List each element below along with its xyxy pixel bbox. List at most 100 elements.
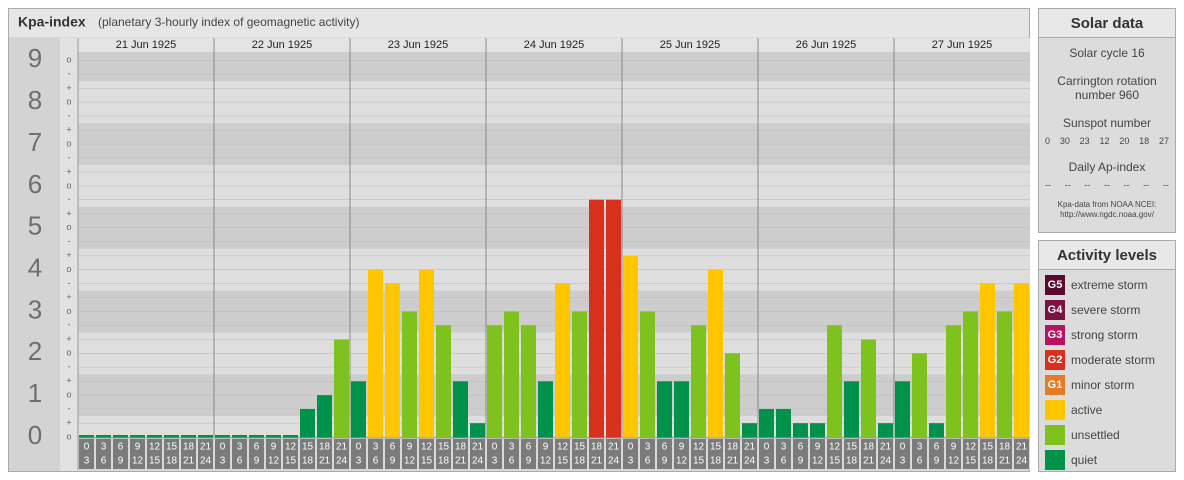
slot-end: 18 (846, 456, 858, 467)
minor-tick-label: - (68, 403, 71, 413)
slot-box (742, 439, 757, 469)
slot-end: 6 (645, 456, 651, 467)
slot-end: 9 (798, 456, 804, 467)
slot-box (385, 439, 400, 469)
slot-box (912, 439, 927, 469)
slot-box (725, 439, 740, 469)
slot-box (215, 439, 230, 469)
slot-box (589, 439, 604, 469)
day-label: 24 Jun 1925 (524, 39, 585, 51)
slot-end: 24 (880, 456, 892, 467)
carrington: Carrington rotation number 960 (1057, 74, 1157, 102)
slot-box (351, 439, 366, 469)
minor-tick-label: - (68, 110, 71, 120)
bar (861, 339, 876, 438)
slot-end: 21 (455, 456, 467, 467)
slot-end: 6 (917, 456, 923, 467)
minor-tick-label: - (68, 152, 71, 162)
slot-end: 12 (268, 456, 280, 467)
slot-end: 9 (390, 456, 396, 467)
slot-start: 3 (373, 442, 379, 453)
day-label: 26 Jun 1925 (796, 39, 857, 51)
slot-start: 0 (356, 442, 362, 453)
slot-end: 9 (662, 456, 668, 467)
slot-end: 18 (982, 456, 994, 467)
slot-end: 18 (438, 456, 450, 467)
slot-end: 15 (285, 456, 297, 467)
slot-end: 15 (149, 456, 161, 467)
slot-box (844, 439, 859, 469)
slot-end: 6 (373, 456, 379, 467)
bar (589, 199, 604, 438)
slot-box (640, 439, 655, 469)
slot-box (470, 439, 485, 469)
slot-start: 21 (608, 442, 620, 453)
bar (640, 311, 655, 438)
slot-box (402, 439, 417, 469)
bar (538, 381, 553, 438)
bar (300, 408, 315, 438)
bar (657, 381, 672, 438)
slot-start: 9 (135, 442, 141, 453)
slot-start: 15 (166, 442, 178, 453)
slot-end: 15 (693, 456, 705, 467)
header-bar (9, 9, 1029, 37)
bar (79, 435, 94, 438)
minor-tick-label: + (66, 376, 71, 386)
slot-start: 12 (285, 442, 297, 453)
slot-box (759, 439, 774, 469)
slot-end: 6 (237, 456, 243, 467)
minor-tick-label: o (66, 306, 71, 316)
minor-tick-label: - (68, 320, 71, 330)
slot-end: 21 (183, 456, 195, 467)
bar (725, 353, 740, 438)
plot: 0123456789o+-o+-o+-o+-o+-o+-o+-o+-o+-o21… (9, 38, 1030, 471)
y-tick-label: 2 (28, 336, 42, 366)
minor-tick-label: o (66, 390, 71, 400)
slot-box (198, 439, 213, 469)
bar (487, 325, 502, 438)
ap-row: -- -- -- -- -- -- -- (1045, 180, 1169, 190)
slot-box (436, 439, 451, 469)
sunspot-value: 20 (1119, 136, 1130, 146)
bar (249, 435, 264, 438)
slot-start: 18 (727, 442, 739, 453)
legend-item: G1 minor storm (1045, 375, 1169, 395)
minor-tick-label: + (66, 250, 71, 260)
slot-box (521, 439, 536, 469)
legend-label: extreme storm (1071, 278, 1148, 292)
slot-end: 12 (132, 456, 144, 467)
slot-start: 3 (237, 442, 243, 453)
legend-item: quiet (1045, 450, 1169, 470)
slot-start: 0 (628, 442, 634, 453)
bar (147, 435, 162, 438)
slot-end: 12 (676, 456, 688, 467)
minor-tick-label: o (66, 348, 71, 358)
slot-box (130, 439, 145, 469)
sunspot-row: 0 30 23 12 20 18 27 (1045, 136, 1169, 146)
slot-start: 21 (472, 442, 484, 453)
slot-start: 21 (200, 442, 212, 453)
legend-swatch (1045, 425, 1065, 445)
slot-end: 3 (764, 456, 770, 467)
slot-start: 6 (798, 442, 804, 453)
legend-item: active (1045, 400, 1169, 420)
sunspot-title: Sunspot number (1062, 116, 1152, 130)
minor-tick-label: o (66, 138, 71, 148)
slot-box (300, 439, 315, 469)
bar (130, 435, 145, 438)
slot-start: 15 (574, 442, 586, 453)
day-label: 25 Jun 1925 (660, 39, 721, 51)
legend-label: minor storm (1071, 378, 1135, 392)
minor-tick-label: + (66, 208, 71, 218)
bar (810, 423, 825, 438)
legend-swatch: G5 (1045, 275, 1065, 295)
legend: G5 extreme storm G4 severe storm G3 strong st… (1039, 275, 1175, 470)
minor-tick-label: + (66, 334, 71, 344)
minor-tick-label: - (68, 361, 71, 371)
slot-end: 9 (254, 456, 260, 467)
slot-start: 15 (982, 442, 994, 453)
sunspot-value: 23 (1079, 136, 1090, 146)
slot-start: 6 (390, 442, 396, 453)
